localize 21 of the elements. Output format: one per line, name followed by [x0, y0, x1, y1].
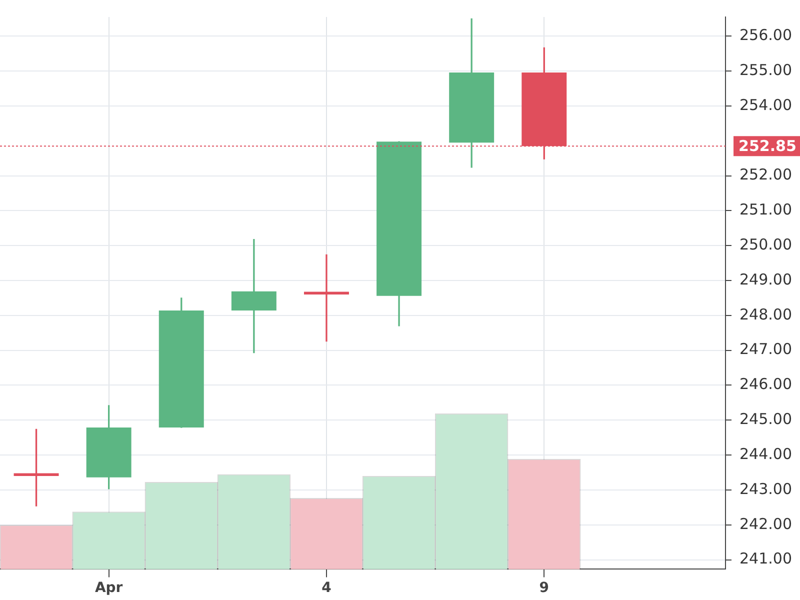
y-tick-label: 250.00: [740, 236, 792, 254]
candlestick: [231, 239, 276, 354]
y-tick-label: 256.00: [740, 26, 792, 44]
y-tick-label: 252.00: [740, 166, 792, 184]
candlestick: [304, 254, 349, 342]
y-tick-label: 245.00: [740, 410, 792, 428]
x-tick-label: 4: [322, 580, 332, 596]
y-tick-label: 255.00: [740, 60, 792, 79]
y-tick-label: 246.00: [740, 375, 792, 394]
y-tick-label: 242.00: [740, 514, 792, 533]
x-tick-label: Apr: [94, 580, 123, 596]
y-tick-label: 243.00: [740, 480, 792, 498]
y-tick-label: 251.00: [740, 200, 792, 219]
y-tick-label: 241.00: [740, 550, 792, 568]
y-tick-label: 254.00: [740, 96, 792, 114]
ref-line-label: 252.85: [738, 137, 796, 156]
x-tick-label: 9: [539, 580, 550, 596]
y-tick-label: 249.00: [740, 270, 792, 288]
y-tick-label: 244.00: [740, 444, 792, 463]
y-tick-label: 247.00: [740, 340, 792, 358]
y-tick-label: 248.00: [740, 305, 792, 324]
